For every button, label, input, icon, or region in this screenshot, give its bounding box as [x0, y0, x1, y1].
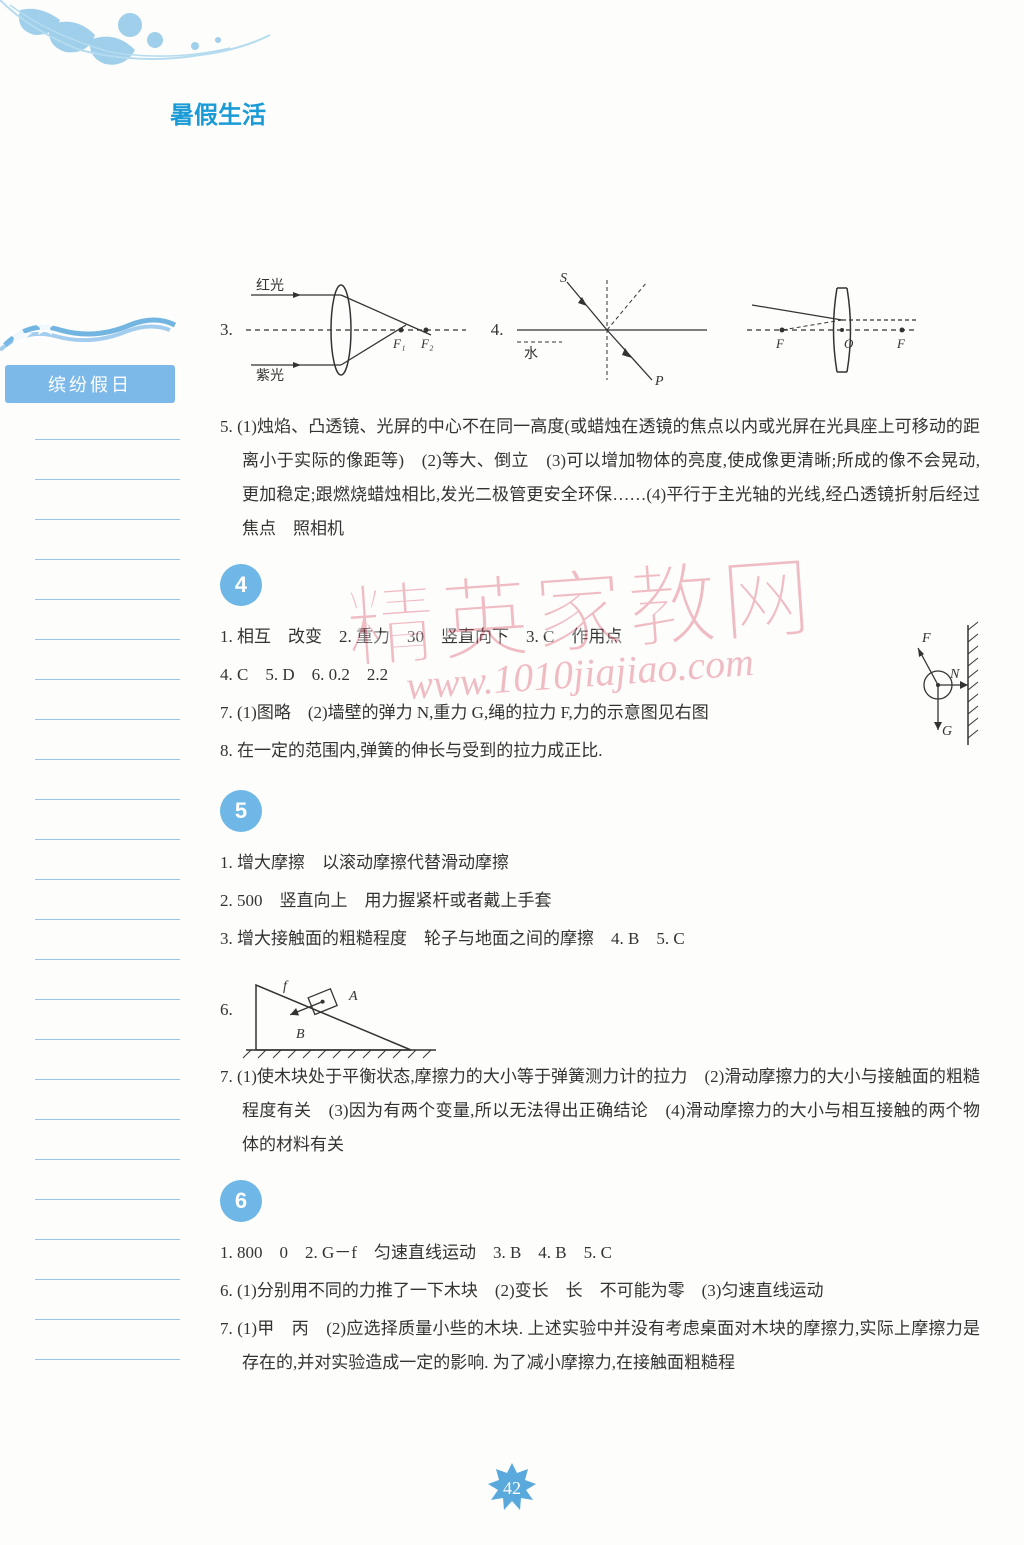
svg-text:水: 水 [524, 346, 538, 362]
s6-line1: 1. 800 0 2. G－f 匀速直线运动 3. B 4. B 5. C [220, 1236, 980, 1270]
s5-q6-label: 6. [220, 993, 233, 1027]
wave-decoration [0, 300, 190, 360]
svg-text:N: N [949, 667, 960, 682]
s5-q7: 7. (1)使木块处于平衡状态,摩擦力的大小等于弹簧测力计的拉力 (2)滑动摩擦… [220, 1060, 980, 1162]
answer-q5: 5. (1)烛焰、凸透镜、光屏的中心不在同一高度(或蜡烛在透镜的焦点以内或光屏在… [220, 410, 980, 546]
fig-concave-lens: F O F [742, 270, 922, 390]
s6-line2: 6. (1)分别用不同的力推了一下木块 (2)变长 长 不可能为零 (3)匀速直… [220, 1274, 980, 1308]
section-badge-6: 6 [220, 1180, 262, 1222]
svg-text:O: O [844, 336, 854, 351]
fig3-f1: F₁ [392, 336, 405, 351]
svg-text:F: F [775, 336, 785, 351]
s5-q6-row: 6. [220, 960, 980, 1060]
svg-text:f: f [283, 979, 289, 994]
s5-line2: 2. 500 竖直向上 用力握紧杆或者戴上手套 [220, 884, 980, 918]
page-number-badge: 42 [485, 1461, 539, 1515]
section-badge-5: 5 [220, 790, 262, 832]
page: 暑假生活 缤纷假日 3. [0, 0, 1024, 1545]
svg-text:S: S [560, 271, 567, 286]
svg-text:B: B [296, 1027, 305, 1042]
fig-force-wall: F N G [890, 620, 980, 750]
s4-line4: 8. 在一定的范围内,弹簧的伸长与受到的拉力成正比. [220, 734, 980, 768]
svg-text:G: G [942, 724, 952, 739]
fig4-label: 4. [491, 313, 504, 347]
sidebar-banner: 缤纷假日 [5, 365, 175, 403]
s4-line3: 7. (1)图略 (2)墙壁的弹力 N,重力 G,绳的拉力 F,力的示意图见右图 [220, 696, 980, 730]
fig3-f2: F₂ [420, 336, 434, 351]
s6-line3: 7. (1)甲 丙 (2)应选择质量小些的木块. 上述实验中并没有考虑桌面对木块… [220, 1312, 980, 1380]
svg-text:A: A [348, 989, 358, 1004]
s4-line1: 1. 相互 改变 2. 重力 30 竖直向下 3. C 作用点 [220, 620, 980, 654]
svg-text:F: F [896, 336, 906, 351]
svg-text:P: P [654, 374, 664, 389]
fig3-lens-diagram: 红光 紫光 F₁ F₂ [241, 270, 471, 390]
fig-inclined-plane: A B f [241, 960, 441, 1060]
main-content: 3. 红光 紫光 F₁ F₂ [220, 260, 980, 1384]
svg-text:F: F [921, 631, 931, 646]
section-badge-4: 4 [220, 564, 262, 606]
fig3-text-violet: 紫光 [256, 368, 284, 384]
fig4-refraction-diagram: S P 水 [512, 270, 712, 390]
s4-line2: 4. C 5. D 6. 0.2 2.2 [220, 658, 980, 692]
sidebar: 缤纷假日 [0, 300, 190, 403]
fig3-label: 3. [220, 313, 233, 347]
s5-line1: 1. 增大摩擦 以滚动摩擦代替滑动摩擦 [220, 846, 980, 880]
figure-row: 3. 红光 紫光 F₁ F₂ [220, 260, 980, 400]
ruled-lines [35, 400, 180, 1360]
s5-line3: 3. 增大接触面的粗糙程度 轮子与地面之间的摩擦 4. B 5. C [220, 922, 980, 956]
fig3-text-red: 红光 [256, 278, 284, 294]
page-number: 42 [503, 1478, 521, 1499]
header-title: 暑假生活 [170, 95, 266, 130]
